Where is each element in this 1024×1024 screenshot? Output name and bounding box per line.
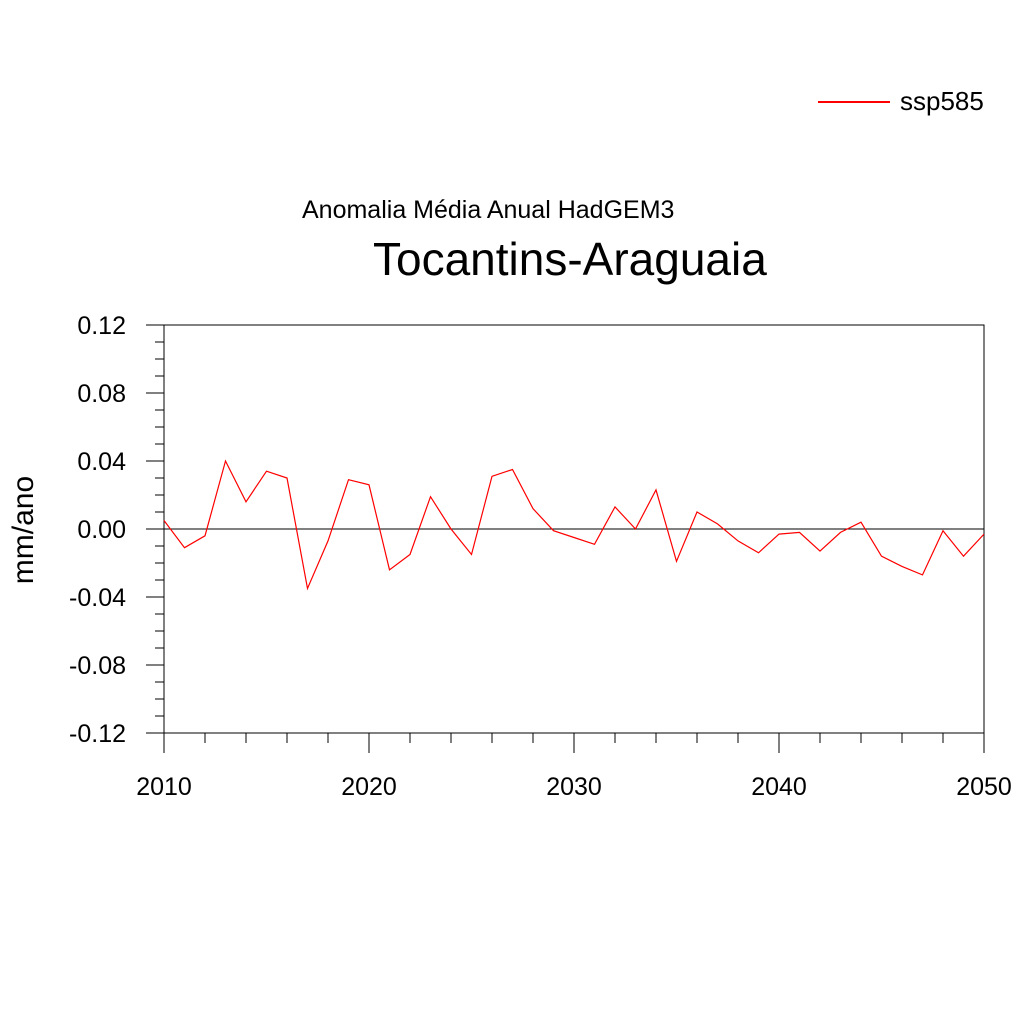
y-tick-label: 0.08 [77,380,126,408]
series-group [163,459,985,591]
y-tick-label: -0.04 [69,584,126,612]
chart-subtitle-text: Anomalia Média Anual HadGEM3 [302,196,675,224]
y-tick-label: -0.08 [69,652,126,680]
x-tick-label: 2010 [136,773,192,801]
x-tick-label: 2030 [546,773,602,801]
chart-title-text: Tocantins-Araguaia [373,233,767,285]
y-tick-label: -0.12 [69,720,126,748]
y-tick-label: 0.12 [77,312,126,340]
legend: ssp585 [818,86,984,117]
x-axis: 2010 2020 2030 2040 2050 [136,733,1012,801]
y-tick-label: 0.00 [77,516,126,544]
series-line-ssp585 [163,459,985,591]
x-tick-label: 2050 [956,773,1012,801]
x-tick-label: 2020 [341,773,397,801]
y-tick-label: 0.04 [77,448,126,476]
chart-subtitle: Anomalia Média Anual HadGEM3 [302,196,674,225]
y-axis-label: mm/ano [7,475,40,585]
chart-title: Tocantins-Araguaia [373,232,767,286]
legend-label-ssp585: ssp585 [900,86,984,116]
x-tick-label: 2040 [751,773,807,801]
y-axis: 0.12 0.08 0.04 0.00 -0.04 -0.08 -0.12 [69,312,164,748]
legend-swatch-ssp585 [818,100,890,103]
